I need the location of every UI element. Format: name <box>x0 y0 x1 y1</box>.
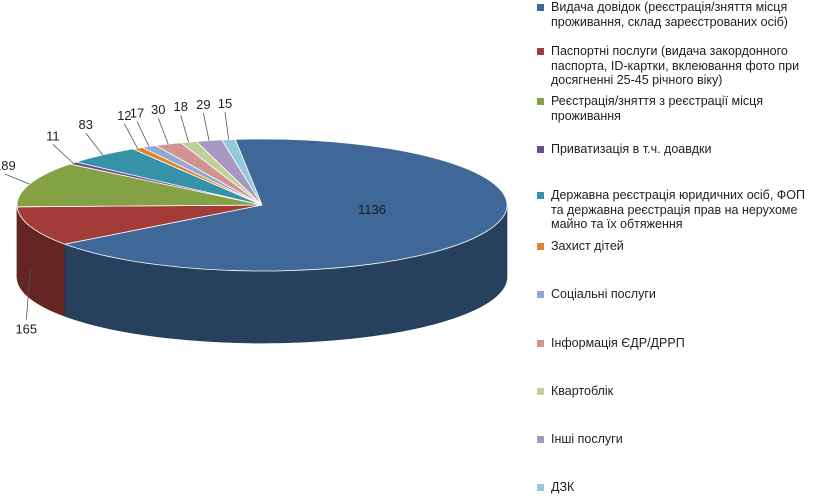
leader-line-2 <box>4 173 30 185</box>
pie-slices <box>16 138 508 272</box>
legend-swatch-3 <box>537 146 544 153</box>
legend-swatch-0 <box>537 4 544 11</box>
data-label-7: 30 <box>151 102 165 117</box>
legend-label-1: Паспортні послуги (видача закордонного п… <box>551 44 800 87</box>
legend-label-3: Приватизація в т.ч. доавдки <box>551 142 712 156</box>
data-label-10: 15 <box>218 96 232 111</box>
pie-slice-1 <box>16 204 263 245</box>
data-label-8: 18 <box>174 99 188 114</box>
leader-lines <box>4 111 229 320</box>
legend-swatch-9 <box>537 436 544 443</box>
legend-label-0: Видача довідок (реєстрація/зняття місця … <box>551 0 788 29</box>
legend-label-7: Інформація ЄДР/ДРРП <box>551 336 685 350</box>
legend-swatch-2 <box>537 98 544 105</box>
data-label-5: 12 <box>117 108 131 123</box>
pie-slice-0 <box>63 138 508 272</box>
pie-slice-10 <box>221 138 263 206</box>
legend-label-9: Інші послуги <box>551 432 623 446</box>
data-label-1: 165 <box>15 322 37 337</box>
leader-line-1 <box>25 269 31 320</box>
leader-line-3 <box>52 144 74 164</box>
leader-line-8 <box>180 115 189 143</box>
legend-item-5: Захист дітей <box>535 239 810 254</box>
legend-item-4: Державна реєстрація юридичних осіб, ФОП … <box>535 188 810 232</box>
leader-line-10 <box>224 111 229 140</box>
legend-item-2: Реєстрація/зняття з реєстрації місця про… <box>535 94 810 123</box>
legend-item-0: Видача довідок (реєстрація/зняття місця … <box>535 0 810 29</box>
legend-swatch-5 <box>537 243 544 250</box>
legend-label-2: Реєстрація/зняття з реєстрації місця про… <box>551 94 764 123</box>
data-label-3: 11 <box>46 128 60 143</box>
legend-label-6: Соціальні послуги <box>551 287 656 301</box>
data-label-2: 189 <box>0 158 16 173</box>
leader-line-5 <box>123 123 138 149</box>
legend-item-1: Паспортні послуги (видача закордонного п… <box>535 44 810 88</box>
data-label-6: 17 <box>130 105 144 120</box>
legend-item-8: Квартоблік <box>535 384 810 399</box>
legend-label-5: Захист дітей <box>551 239 624 253</box>
data-label-4: 83 <box>79 117 93 132</box>
leader-line-6 <box>136 121 150 147</box>
legend: Видача довідок (реєстрація/зняття місця … <box>535 0 815 499</box>
legend-swatch-7 <box>537 340 544 347</box>
data-label-0: 1136 <box>358 202 386 217</box>
legend-swatch-4 <box>537 192 544 199</box>
leader-line-9 <box>203 113 210 141</box>
data-label-9: 29 <box>196 97 210 112</box>
legend-swatch-10 <box>537 484 544 491</box>
legend-item-10: ДЗК <box>535 480 810 495</box>
legend-swatch-1 <box>537 48 544 55</box>
legend-label-4: Державна реєстрація юридичних осіб, ФОП … <box>551 188 805 231</box>
legend-item-6: Соціальні послуги <box>535 287 810 302</box>
legend-swatch-6 <box>537 291 544 298</box>
legend-item-7: Інформація ЄДР/ДРРП <box>535 336 810 351</box>
legend-label-8: Квартоблік <box>551 384 614 398</box>
legend-swatch-8 <box>537 388 544 395</box>
legend-item-9: Інші послуги <box>535 432 810 447</box>
legend-item-3: Приватизація в т.ч. доавдки <box>535 142 810 157</box>
leader-line-7 <box>157 117 169 145</box>
leader-line-4 <box>85 132 103 156</box>
legend-label-10: ДЗК <box>551 480 575 494</box>
